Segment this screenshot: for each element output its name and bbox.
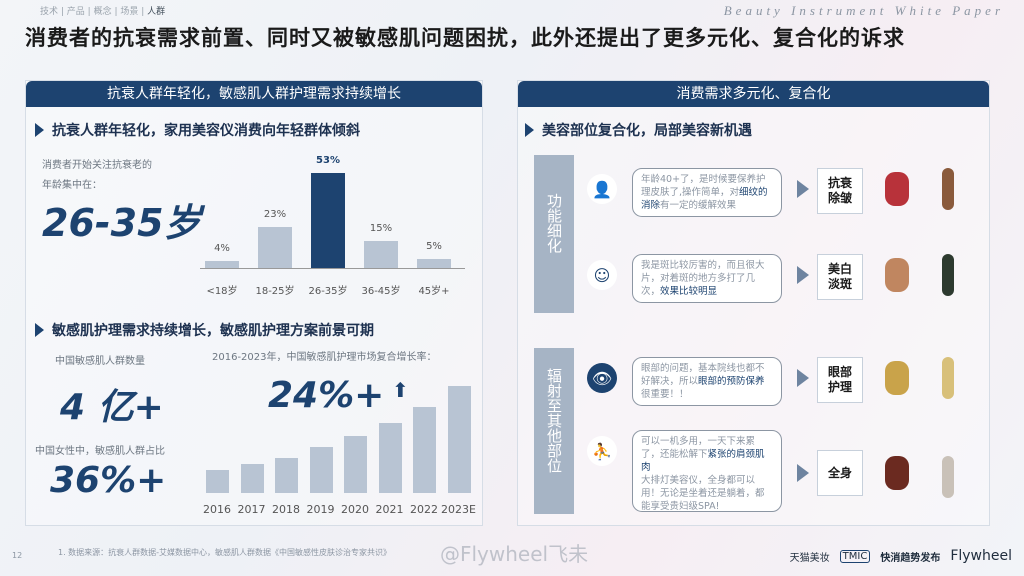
group-label: 功能细化 xyxy=(534,155,574,313)
data-label: 4% xyxy=(214,242,230,254)
note: 消费者开始关注抗衰老的 xyxy=(42,160,152,171)
bar xyxy=(309,447,333,493)
logo: 天猫美妆 xyxy=(789,552,830,564)
bar xyxy=(364,241,398,268)
market-bar-chart: 2016 2017 2018 2019 2020 2021 2022 2023E xyxy=(200,380,476,520)
tick-label: 26-35岁 xyxy=(308,286,348,297)
brand-tagline: Beauty Instrument White Paper xyxy=(723,3,1004,18)
face-mask-icon: ☺ xyxy=(587,260,617,290)
tick-label: 2019 xyxy=(306,503,335,516)
left-panel-header: 抗衰人群年轻化，敏感肌人群护理需求持续增长 xyxy=(26,81,482,107)
bar xyxy=(447,386,471,493)
product-image xyxy=(942,168,954,210)
quote-bubble: 年龄40+了，是时候要保养护理皮肤了,操作简单，对细纹的消除有一定的缓解效果 xyxy=(632,168,782,217)
right-panel-header: 消费需求多元化、复合化 xyxy=(518,81,989,107)
watermark: @Flywheel飞未 xyxy=(440,542,589,566)
quote-bubble: 眼部的问题，基本院线也都不好解决，所以眼部的预防保养很重要！！ xyxy=(632,357,782,406)
breadcrumb: 技术 | 产品 | 概念 | 场景 | 人群 xyxy=(40,7,166,17)
nav-item[interactable]: 产品 xyxy=(66,7,85,17)
data-label: 23% xyxy=(263,208,287,220)
arrow-icon xyxy=(797,464,809,482)
eye-icon: 👁 xyxy=(587,363,617,393)
logo: TMIC xyxy=(839,549,871,563)
tick-label: 2018 xyxy=(272,503,300,516)
quote-bubble: 我是斑比较厉害的，而且很大片，对着斑的地方多打了几次，效果比较明显 xyxy=(632,254,782,303)
left-panel: 抗衰人群年轻化，敏感肌人群护理需求持续增长 xyxy=(25,80,483,526)
product-image xyxy=(885,258,909,292)
bar xyxy=(258,226,292,268)
logo: Flywheel xyxy=(950,548,1012,564)
note: 中国女性中，敏感肌人群占比 xyxy=(35,446,165,457)
arrow-icon xyxy=(797,266,809,284)
product-image xyxy=(885,456,909,490)
nav-item-active[interactable]: 人群 xyxy=(147,7,166,17)
page-title: 消费者的抗衰需求前置、同时又被敏感肌问题困扰，此外还提出了更多元化、复合化的诉求 xyxy=(25,26,905,50)
tick-label: 18-25岁 xyxy=(255,286,295,297)
arrow-icon xyxy=(797,369,809,387)
page-number: 12 xyxy=(12,551,23,560)
body-icon: ⛹ xyxy=(587,436,617,466)
sensitive-population: 4 亿+ xyxy=(60,387,164,428)
section-title: 敏感肌护理需求持续增长，敏感肌护理方案前景可期 xyxy=(35,320,374,340)
product-image xyxy=(942,456,954,498)
age-bar-chart: 4% <18岁 23% 18-25岁 53% 26-35岁 15% 36-45岁 5% 45岁+ xyxy=(200,150,470,300)
age-highlight: 26-35岁 xyxy=(42,201,202,245)
x-axis xyxy=(200,268,465,269)
tick-label: 2021 xyxy=(375,503,404,516)
logo: 快消趋势发布 xyxy=(880,552,941,564)
bar xyxy=(205,260,239,268)
cagr-value: 24%+ xyxy=(268,375,385,416)
tick-label: 2017 xyxy=(237,503,266,516)
nav-item[interactable]: 场景 xyxy=(120,7,139,17)
tick-label: 45岁+ xyxy=(418,286,450,297)
tick-label: <18岁 xyxy=(206,286,238,297)
woman-icon: 👤 xyxy=(587,174,617,204)
tick-label: 2023E xyxy=(441,503,476,516)
product-image xyxy=(942,357,954,399)
feature-tag: 美白淡斑 xyxy=(817,254,863,300)
footer-logos: 天猫美妆 TMIC 快消趋势发布 Flywheel xyxy=(790,548,1012,564)
data-label: 5% xyxy=(426,241,442,253)
section-title: 美容部位复合化，局部美容新机遇 xyxy=(525,120,752,140)
data-label: 53% xyxy=(316,155,340,166)
tick-label: 2020 xyxy=(341,503,369,516)
data-label: 15% xyxy=(369,223,393,235)
section-title: 抗衰人群年轻化，家用美容仪消费向年轻群体倾斜 xyxy=(35,120,360,140)
quote-bubble: 可以一机多用，一天下来累了，还能松解下紧张的肩颈肌肉 大排灯美容仪，全身都可以用！… xyxy=(632,430,782,512)
note: 年龄集中在： xyxy=(42,180,102,191)
arrow-icon xyxy=(797,180,809,198)
nav-item[interactable]: 概念 xyxy=(93,7,112,17)
source-note: 1. 数据来源：抗衰人群数据-艾媒数据中心，敏感肌人群数据《中国敏感性皮肤诊治专… xyxy=(58,548,392,557)
feature-tag: 抗衰除皱 xyxy=(817,168,863,214)
bar xyxy=(417,259,451,268)
sensitive-ratio: 36%+ xyxy=(50,460,167,501)
bar xyxy=(206,470,229,493)
group-label: 辐射至其他部位 xyxy=(534,348,574,514)
bar xyxy=(311,173,345,268)
bar xyxy=(240,464,264,493)
bar xyxy=(275,458,298,493)
feature-tag: 全身 xyxy=(817,450,863,496)
product-image xyxy=(885,361,909,395)
tick-label: 36-45岁 xyxy=(361,286,401,297)
bar xyxy=(344,436,367,493)
product-image xyxy=(942,254,954,296)
product-image xyxy=(885,172,909,206)
nav-item[interactable]: 技术 xyxy=(40,7,59,17)
feature-tag: 眼部护理 xyxy=(817,357,863,403)
bar xyxy=(413,407,436,493)
bar xyxy=(378,423,402,493)
up-arrow-icon: ⬆ xyxy=(392,378,409,402)
chart-note: 2016-2023年，中国敏感肌护理市场复合增长率： xyxy=(212,352,437,363)
tick-label: 2022 xyxy=(410,503,438,516)
note: 中国敏感肌人群数量 xyxy=(55,356,145,367)
tick-label: 2016 xyxy=(203,503,231,516)
